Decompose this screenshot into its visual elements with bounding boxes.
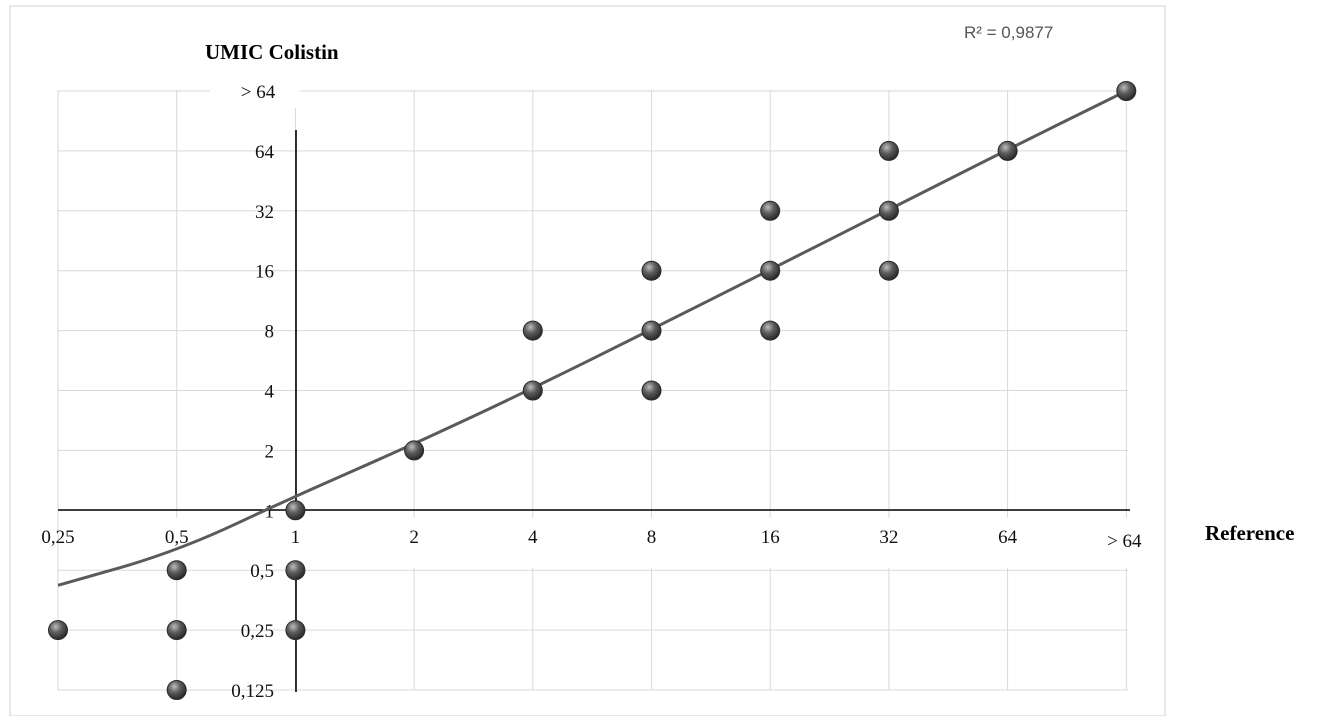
y-tick-label: 16 [255, 262, 274, 283]
data-point [760, 320, 781, 341]
data-point [997, 140, 1018, 161]
data-point [878, 200, 899, 221]
data-point [522, 380, 543, 401]
y-tick-label: 0,125 [231, 681, 274, 702]
y-tick-label: 32 [255, 202, 274, 223]
x-tick-label: 1 [291, 527, 301, 548]
data-point [285, 500, 306, 521]
y-tick-label: 2 [265, 441, 275, 462]
data-point [166, 620, 187, 641]
data-point [166, 560, 187, 581]
data-point [166, 680, 187, 700]
y-tick-label: 4 [265, 382, 275, 403]
data-point [760, 260, 781, 281]
y-tick-label: 0,25 [241, 621, 274, 642]
r-squared-annotation: R² = 0,9877 [964, 23, 1053, 42]
data-point [522, 320, 543, 341]
x-tick-label: 8 [647, 527, 657, 548]
x-label-mask [60, 518, 1155, 568]
data-point [404, 440, 425, 461]
data-point [641, 260, 662, 281]
x-tick-label: 16 [761, 527, 780, 548]
data-point [878, 140, 899, 161]
tick-labels: 0,25 0,5 1 2 4 8 16 32 64 > 64 0,125 0,25 0,5 1 2 4 8 16 3… [41, 82, 1142, 702]
y-tick-label: 0,5 [250, 561, 274, 582]
data-point [760, 200, 781, 221]
data-point [1116, 81, 1137, 101]
axes [58, 130, 1130, 692]
data-points [48, 81, 1137, 700]
y-tick-label: 1 [265, 501, 275, 522]
data-point [641, 320, 662, 341]
y-tick-label: 8 [265, 322, 275, 343]
chart-title: UMIC Colistin [205, 40, 339, 64]
data-point [285, 620, 306, 641]
x-tick-label: 64 [998, 527, 1018, 548]
x-tick-label: 0,25 [41, 527, 74, 548]
data-point [285, 560, 306, 581]
data-point [48, 620, 68, 641]
x-tick-label: 2 [409, 527, 419, 548]
x-axis-label: Reference [1205, 521, 1294, 545]
trendline [57, 89, 1127, 587]
y-tick-label: > 64 [241, 82, 276, 103]
y-top-label-mask [210, 78, 300, 108]
trendline-layer [57, 89, 1127, 587]
x-tick-label: > 64 [1107, 531, 1142, 552]
x-tick-label: 32 [879, 527, 898, 548]
x-tick-label: 0,5 [165, 527, 189, 548]
x-tick-label: 4 [528, 527, 538, 548]
y-tick-label: 64 [255, 142, 275, 163]
data-point [878, 260, 899, 281]
data-point [641, 380, 662, 401]
